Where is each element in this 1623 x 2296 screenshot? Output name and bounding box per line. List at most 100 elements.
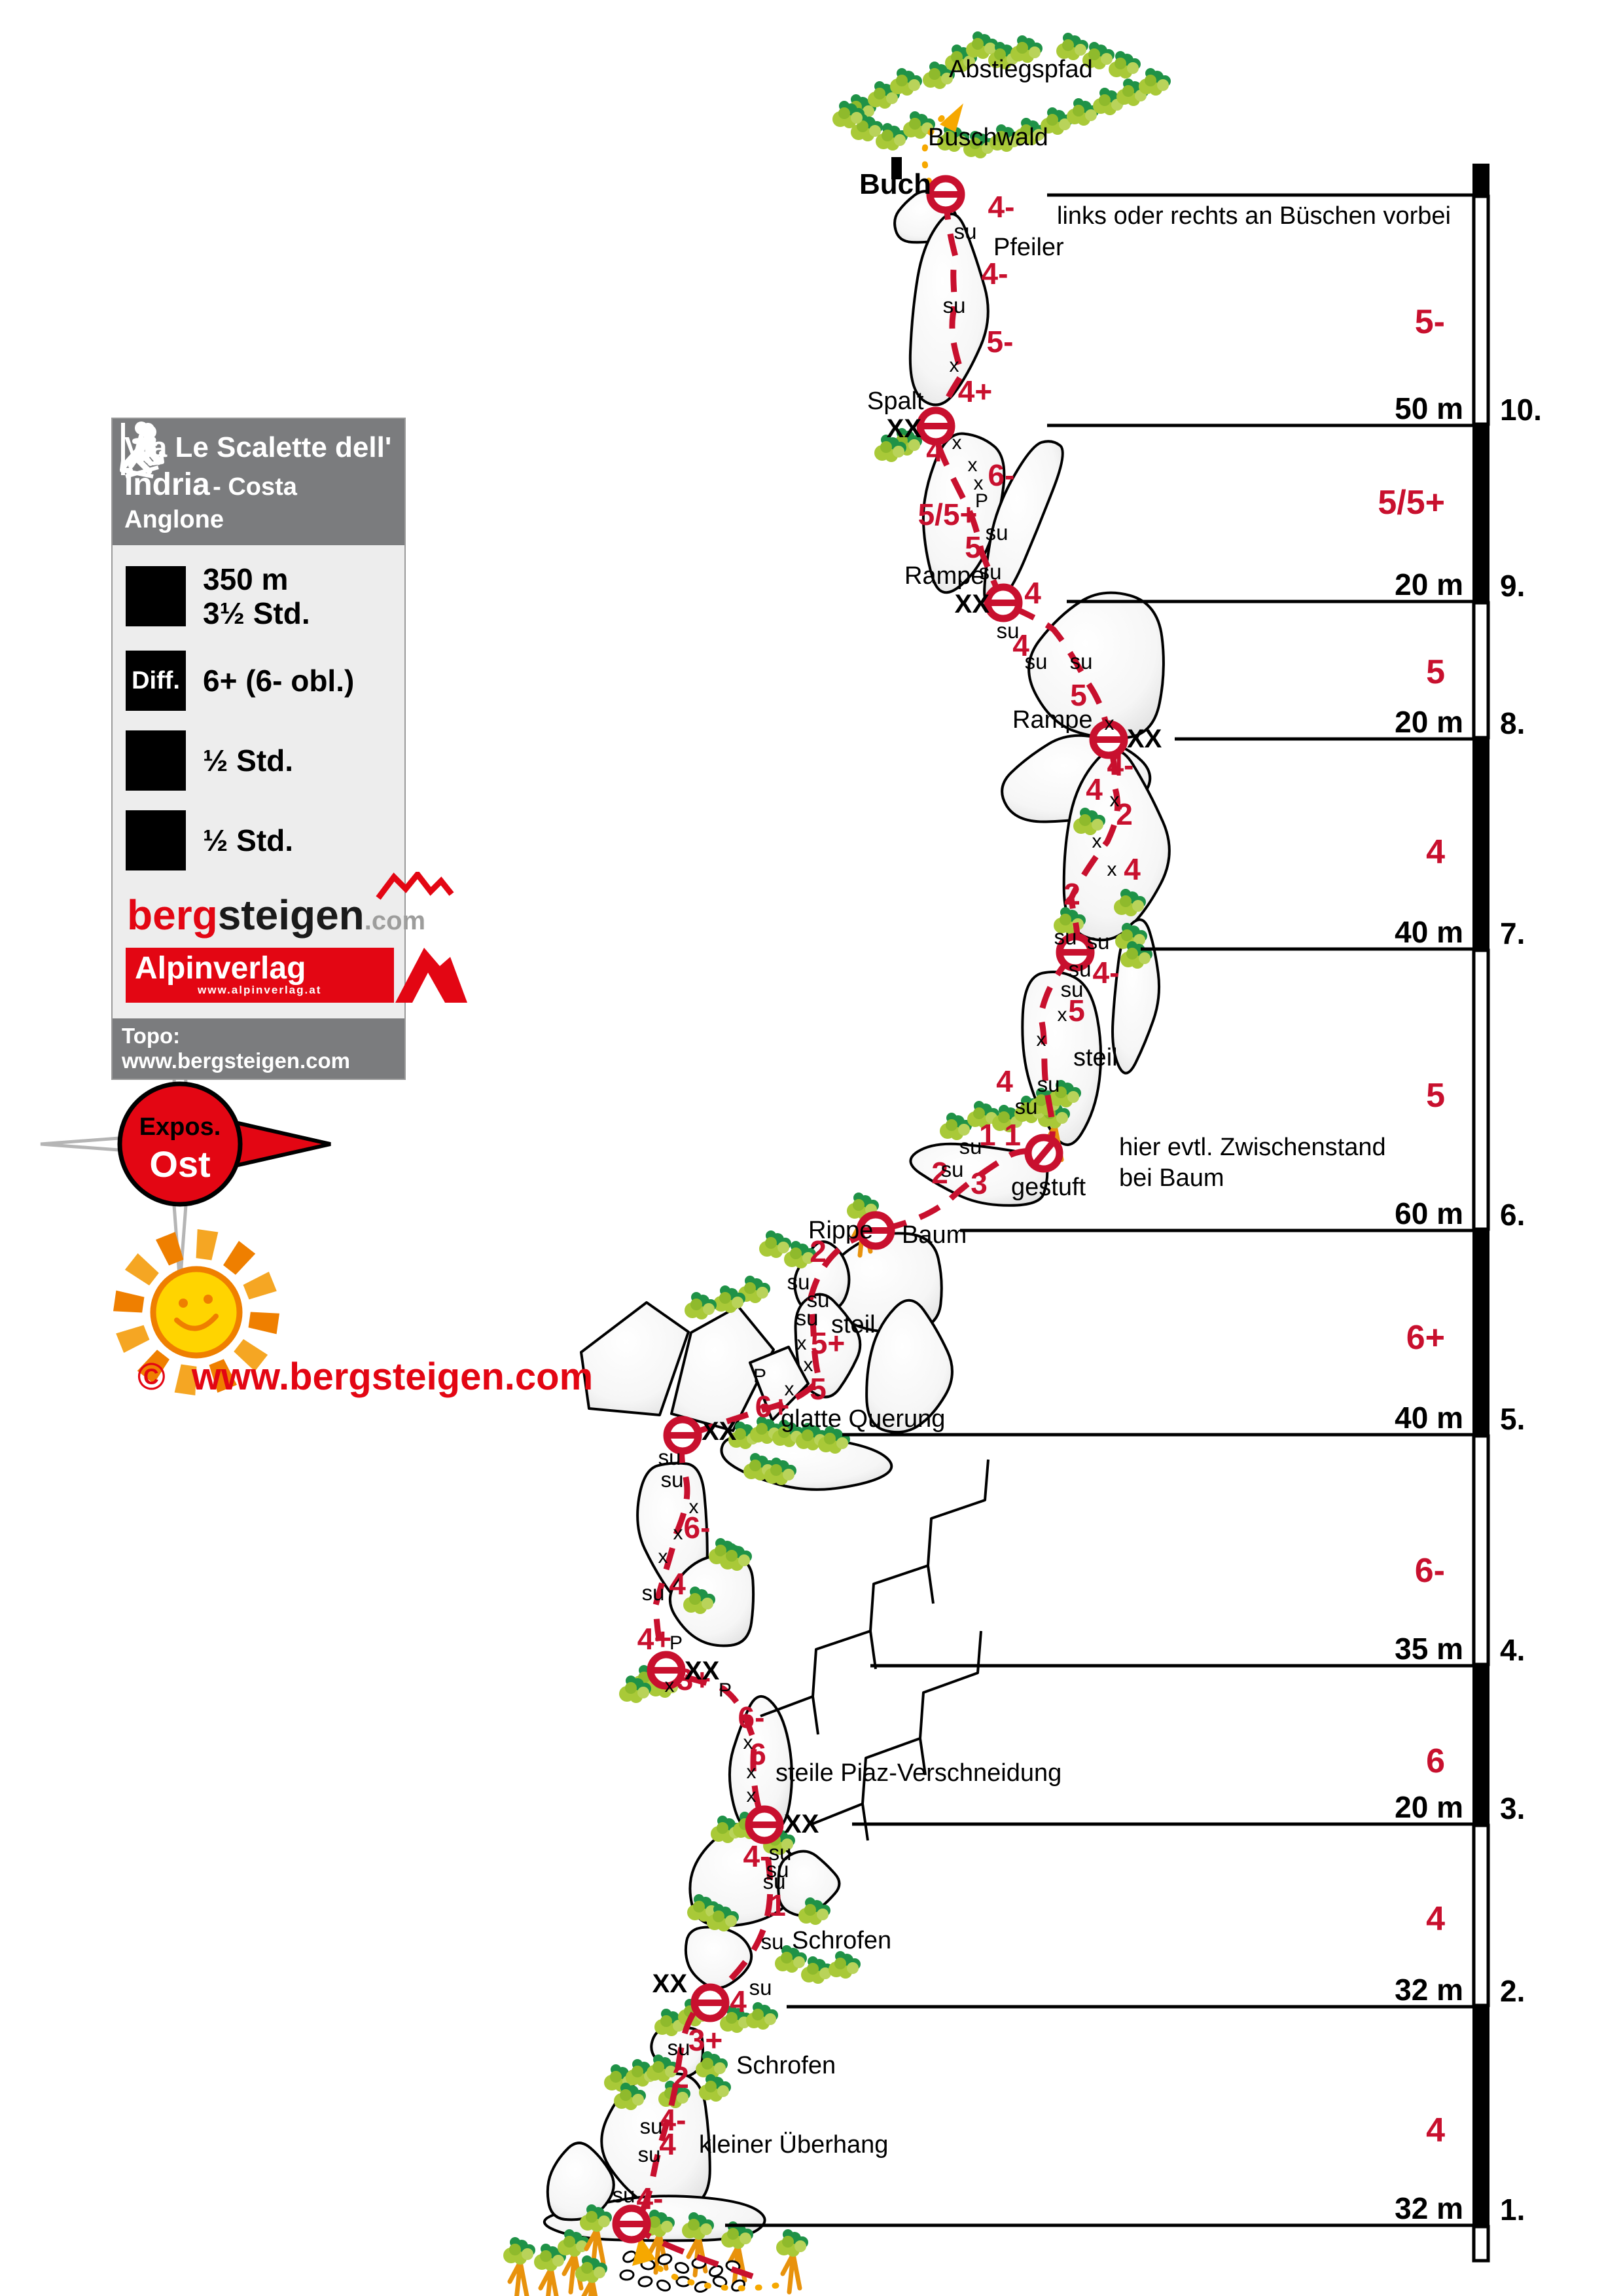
pitch-length-label: 40 m bbox=[1395, 915, 1463, 949]
tree-trunk-icon bbox=[780, 2251, 802, 2295]
grade-label: 1 1 bbox=[979, 1118, 1021, 1152]
compass-direction: Ost bbox=[149, 1143, 210, 1185]
tree-icon bbox=[829, 1951, 861, 1979]
pitch-number-label: 3. bbox=[1500, 1791, 1525, 1825]
pitch-number-label: 1. bbox=[1500, 2193, 1525, 2227]
pitch-length-label: 20 m bbox=[1395, 567, 1463, 601]
grade-label: 4- bbox=[1107, 748, 1134, 782]
scree-pebble-icon bbox=[619, 2269, 635, 2281]
thread-su-label: su bbox=[638, 2142, 661, 2166]
belay-ring-icon bbox=[926, 175, 965, 214]
grade-label: 4 bbox=[1024, 576, 1041, 610]
logo-steigen: steigen bbox=[217, 891, 365, 939]
pitch-number-label: 2. bbox=[1500, 1974, 1525, 2008]
piton-p-label: P bbox=[719, 1679, 732, 1701]
belay-bar bbox=[615, 2221, 649, 2227]
grade-label: 5 bbox=[810, 1372, 827, 1406]
tree-trunk-icon bbox=[507, 2259, 529, 2296]
anchor-xx-label: XX bbox=[784, 1810, 819, 1839]
descent-arrow-icon bbox=[940, 103, 963, 132]
tree-icon bbox=[890, 68, 922, 96]
bolt-x-label: x bbox=[658, 1546, 668, 1568]
anchor-xx-label: XX bbox=[1127, 725, 1162, 753]
pitch-grade-label: 6- bbox=[1415, 1552, 1445, 1590]
route-title-area: - Costa Anglone bbox=[124, 473, 297, 533]
belay-ring-icon bbox=[916, 406, 955, 446]
pitch-length-label: 40 m bbox=[1395, 1401, 1463, 1435]
pitch-length-label: 60 m bbox=[1395, 1196, 1463, 1230]
belay-stations bbox=[612, 175, 1128, 2244]
bolt-x-label: x bbox=[1110, 789, 1120, 811]
pitch-number-label: 8. bbox=[1500, 706, 1525, 740]
route-label: Buch bbox=[859, 168, 931, 200]
route-label: steil bbox=[1073, 1044, 1118, 1071]
sun-ray-icon bbox=[243, 1271, 277, 1300]
thread-su-label: su bbox=[959, 1134, 982, 1158]
grade-label: 5 bbox=[1070, 678, 1087, 712]
grade-label: 2 bbox=[1063, 877, 1080, 911]
thread-su-label: su bbox=[763, 1869, 786, 1893]
bolt-x-label: x bbox=[1058, 1004, 1067, 1026]
belay-ring-icon bbox=[1056, 933, 1095, 972]
grade-label: 4- bbox=[660, 2103, 687, 2137]
stat-length-row: 350 m 3½ Std. bbox=[121, 423, 394, 632]
route-label: Schrofen bbox=[792, 1927, 891, 1954]
thread-su-label: su bbox=[1070, 649, 1093, 673]
difficulty-badge: Diff. bbox=[126, 651, 186, 711]
pitch-number-label: 6. bbox=[1500, 1198, 1525, 1232]
anchor-xx-label: XX bbox=[955, 590, 990, 619]
tree-icon bbox=[685, 1292, 717, 1319]
scale-bar-hollow-segment bbox=[1472, 601, 1490, 740]
route-length: 350 m bbox=[203, 562, 289, 596]
route-title: Via Le Scalette dell' Indria - Costa Ang… bbox=[113, 419, 404, 545]
pitch-number-label: 10. bbox=[1500, 393, 1542, 427]
bolt-x-label: x bbox=[974, 473, 984, 494]
bolt-x-label: x bbox=[785, 1378, 794, 1400]
pitch-length-label: 32 m bbox=[1395, 1973, 1463, 2007]
route-label: Rampe bbox=[1012, 706, 1093, 734]
pitch-number-label: 7. bbox=[1500, 916, 1525, 950]
thread-su-label: su bbox=[769, 1840, 792, 1865]
route-label: gestuft bbox=[1011, 1174, 1086, 1201]
thread-su-label: su bbox=[1025, 649, 1048, 673]
vegetation bbox=[503, 31, 1171, 2296]
grade-label: 2 bbox=[672, 2060, 689, 2094]
thread-su-label: su bbox=[943, 293, 966, 317]
grade-label: 5- bbox=[987, 325, 1014, 359]
pitch-grade-label: 6+ bbox=[1406, 1319, 1445, 1357]
rock-blob bbox=[908, 213, 990, 406]
route-annotations: Abstiegspfad Buschwald Buch links oder rech… bbox=[613, 56, 1451, 2215]
logo-berg: berg bbox=[127, 891, 218, 939]
grade-label: 3+ bbox=[677, 1662, 711, 1696]
sun-ray-icon bbox=[116, 1325, 150, 1354]
bolt-x-label: x bbox=[673, 1522, 683, 1544]
scale-bar-bottom-stub bbox=[1472, 2225, 1490, 2263]
climber-icon bbox=[121, 423, 186, 627]
thread-su-label: su bbox=[807, 1287, 830, 1312]
sun-ray-icon bbox=[196, 1229, 219, 1261]
scale-bar-solid-segment bbox=[1472, 739, 1489, 949]
rock-blob bbox=[1062, 748, 1171, 942]
sun-ray-icon bbox=[248, 1312, 280, 1335]
belay-ring-icon bbox=[690, 1983, 730, 2022]
thread-su-label: su bbox=[640, 2114, 663, 2138]
grade-label: 5 bbox=[965, 530, 982, 564]
belay-bar bbox=[747, 1821, 781, 1828]
grade-label: 4- bbox=[988, 190, 1015, 224]
belay-ring-icon bbox=[1089, 720, 1128, 759]
piton-p-label: P bbox=[975, 490, 988, 512]
bergsteigen-logo: bergsteigen.com bbox=[127, 872, 454, 939]
pitch-grade-label: 5 bbox=[1426, 1077, 1445, 1115]
book-mark-icon bbox=[891, 157, 902, 179]
belay-bar bbox=[929, 191, 963, 198]
pitch-number-label: 4. bbox=[1500, 1633, 1525, 1667]
route-label: steile Piaz-Verschneidung bbox=[776, 1759, 1061, 1787]
route-label: links oder rechts an Büschen vorbei bbox=[1057, 202, 1451, 230]
bolt-x-label: x bbox=[1037, 1029, 1046, 1050]
route-label: Schrofen bbox=[736, 2052, 836, 2079]
tree-trunk-icon bbox=[538, 2266, 559, 2296]
pitch-grade-label: 4 bbox=[1426, 1900, 1445, 1938]
route-label: Spalt bbox=[867, 387, 924, 415]
thread-su-label: su bbox=[1069, 957, 1092, 981]
